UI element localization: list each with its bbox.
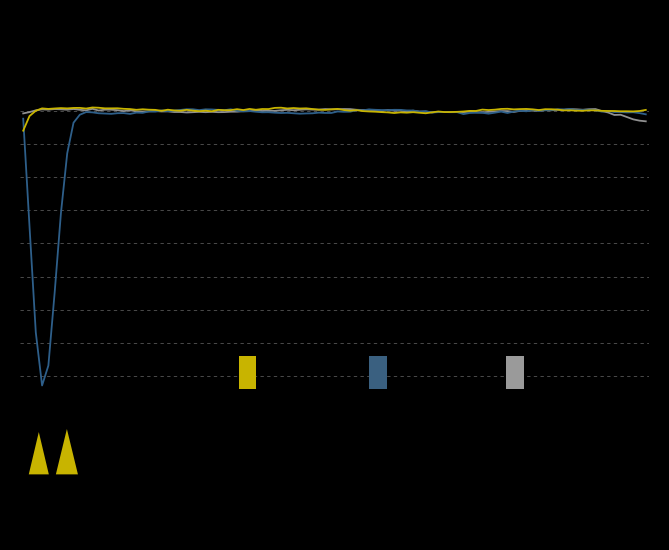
Bar: [239, 356, 256, 389]
Bar: [506, 356, 524, 389]
Polygon shape: [29, 432, 49, 474]
Text: Exzolt reduction of mite population: Exzolt reduction of mite population: [45, 24, 462, 45]
Polygon shape: [56, 429, 78, 474]
Bar: [369, 356, 387, 389]
Text: (% reduction vs controls): (% reduction vs controls): [45, 57, 237, 72]
